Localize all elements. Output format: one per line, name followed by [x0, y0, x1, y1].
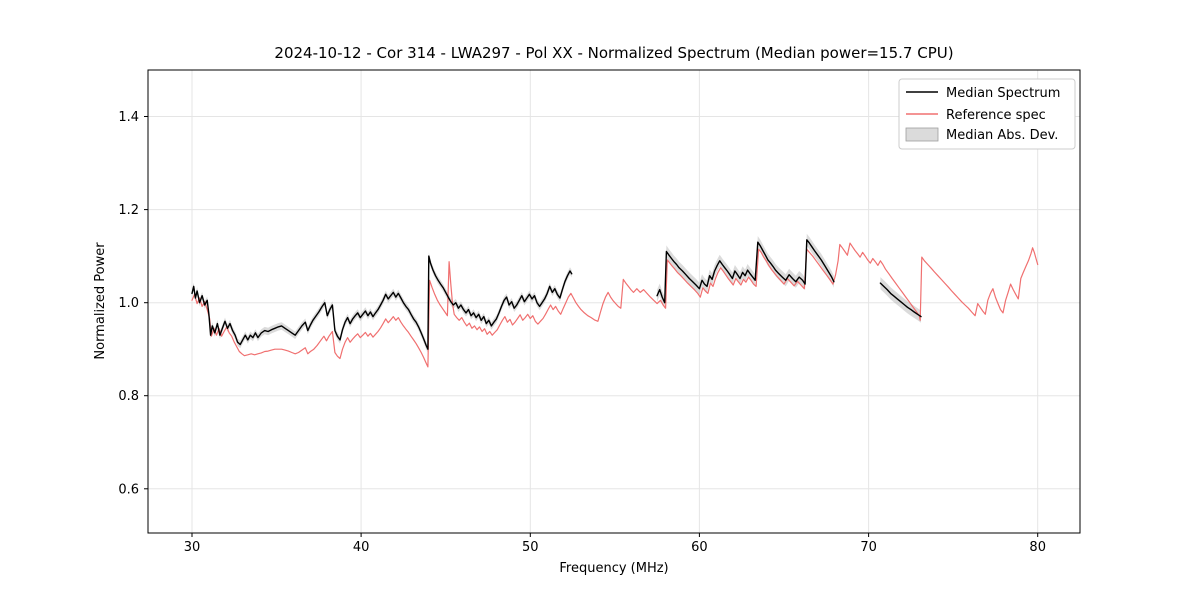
mad-band — [657, 233, 834, 309]
mad-band — [880, 277, 921, 323]
legend: Median Spectrum Reference spec Median Ab… — [898, 78, 1076, 150]
legend-label-median: Median Spectrum — [946, 86, 1060, 101]
y-axis-label: Normalized Power — [93, 242, 108, 360]
x-tick-label: 30 — [184, 540, 201, 555]
legend-swatch-mad — [905, 127, 939, 142]
legend-label-mad: Median Abs. Dev. — [946, 128, 1058, 143]
y-tick-label: 1.4 — [118, 110, 139, 125]
x-tick-label: 40 — [353, 540, 370, 555]
plot-border — [147, 69, 1081, 534]
x-tick-label: 80 — [1029, 540, 1046, 555]
y-tick-label: 1.2 — [118, 203, 139, 218]
y-tick-label: 1.0 — [118, 296, 139, 311]
y-tick-label: 0.6 — [118, 482, 139, 497]
legend-label-reference: Reference spec — [946, 108, 1046, 123]
series-line-median-spectrum — [879, 282, 922, 318]
series-line-median-spectrum — [656, 239, 835, 304]
series-line-reference-spec — [191, 242, 1039, 368]
series-line-median-spectrum — [191, 255, 573, 350]
series-layer — [191, 239, 1039, 368]
legend-box — [898, 78, 1076, 150]
x-tick-label: 50 — [522, 540, 539, 555]
x-tick-label: 60 — [691, 540, 708, 555]
x-tick-label: 70 — [860, 540, 877, 555]
chart-title: 2024-10-12 - Cor 314 - LWA297 - Pol XX -… — [274, 44, 953, 62]
y-tick-label: 0.8 — [118, 389, 139, 404]
tick-layer: 30 40 50 60 70 80 0.6 0.8 1.0 1.2 1.4 — [118, 110, 1046, 555]
x-axis-label: Frequency (MHz) — [559, 561, 668, 576]
